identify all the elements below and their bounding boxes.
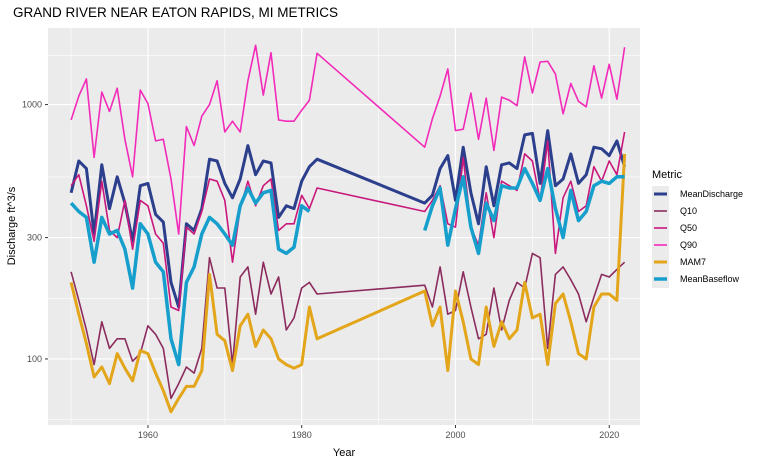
series-q90 [70, 44, 626, 235]
x-axis: 1960 1980 2000 2020 [138, 425, 619, 440]
legend-label: MAM7 [680, 257, 706, 267]
x-tick-label: 2000 [445, 430, 465, 440]
series-line-meanbaseflow [69, 186, 311, 367]
legend: Metric MeanDischarge Q10 Q50 Q90 MAM7 MeanBas… [652, 169, 743, 288]
legend-label: Q50 [680, 223, 697, 233]
series-line-meandischarge [69, 129, 627, 309]
y-axis-title: Discharge ft^3/s [6, 186, 18, 265]
series-meanbaseflow [69, 166, 625, 367]
legend-item-mam7: MAM7 [652, 254, 706, 271]
y-tick-label: 300 [27, 233, 42, 243]
legend-item-q10: Q10 [652, 203, 697, 220]
x-axis-title: Year [333, 447, 356, 459]
series-line-mam7 [69, 153, 627, 414]
series-line-meanbaseflow [423, 166, 625, 256]
legend-label: MeanDischarge [680, 189, 743, 199]
legend-item-q50: Q50 [652, 220, 697, 237]
x-tick-label: 2020 [599, 430, 619, 440]
y-tick-label: 1000 [22, 100, 42, 110]
chart-title: GRAND RIVER NEAR EATON RAPIDS, MI METRIC… [13, 5, 338, 20]
legend-item-meanbaseflow: MeanBaseflow [652, 271, 740, 288]
series-line-q90 [70, 44, 626, 235]
series-q10 [70, 252, 626, 400]
y-tick-label: 100 [27, 354, 42, 364]
y-axis: 100 300 1000 [22, 100, 48, 364]
legend-label: MeanBaseflow [680, 274, 740, 284]
x-tick-label: 1980 [292, 430, 312, 440]
series-line-q10 [70, 252, 626, 400]
legend-label: Q90 [680, 240, 697, 250]
series-q50 [70, 131, 626, 312]
series-line-q50 [70, 131, 626, 312]
series-lines [69, 44, 627, 414]
legend-title: Metric [652, 169, 682, 181]
legend-item-meandischarge: MeanDischarge [652, 186, 743, 203]
series-meandischarge [69, 129, 627, 309]
series-mam7 [69, 153, 627, 414]
legend-item-q90: Q90 [652, 237, 697, 254]
legend-label: Q10 [680, 206, 697, 216]
x-tick-label: 1960 [138, 430, 158, 440]
